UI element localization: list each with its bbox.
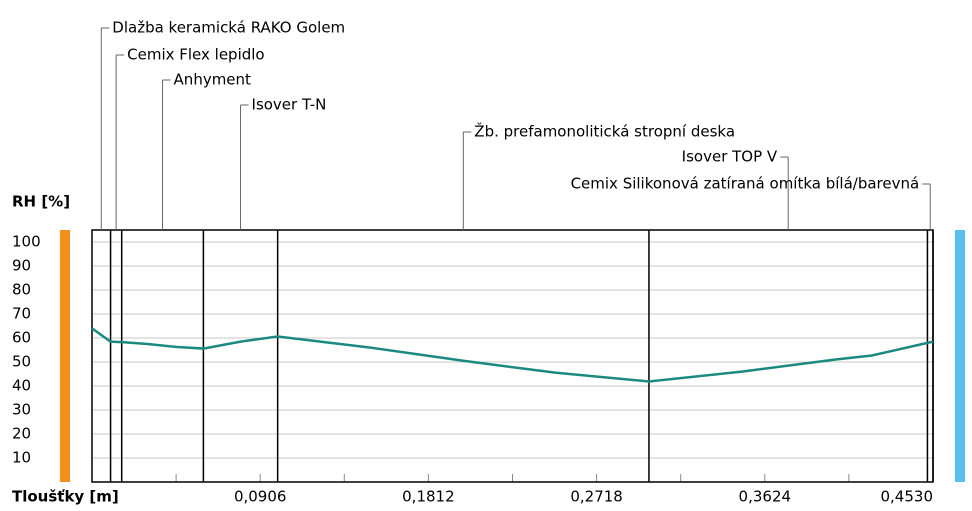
layer-label: Cemix Silikonová zatíraná omítka bílá/ba…	[571, 175, 920, 193]
plot-frame	[91, 229, 934, 483]
y-tick-label: 100	[12, 233, 41, 251]
x-tick-label: 0,3624	[739, 488, 792, 506]
y-tick-label: 20	[12, 425, 31, 443]
x-tick-label: 0,1812	[402, 488, 455, 506]
layer-label: Isover TOP V	[682, 148, 778, 166]
layer-label: Anhyment	[174, 71, 251, 89]
y-tick-label: 90	[12, 257, 31, 275]
exterior-bar	[955, 230, 965, 482]
rh-line	[91, 327, 934, 383]
layer-label: Cemix Flex lepidlo	[127, 46, 264, 64]
x-tick-label: 0,2718	[570, 488, 623, 506]
x-tick-label: 0,4530	[881, 488, 934, 506]
layer-label: Žb. prefamonolitická stropní deska	[474, 122, 735, 141]
y-axis-label: RH [%]	[12, 193, 70, 211]
y-tick-label: 70	[12, 305, 31, 323]
interior-bar	[60, 230, 70, 482]
x-axis-label: Tloušťky [m]	[12, 488, 119, 506]
layer-label: Dlažba keramická RAKO Golem	[112, 19, 345, 37]
y-tick-label: 60	[12, 329, 31, 347]
y-tick-label: 80	[12, 281, 31, 299]
y-tick-label: 40	[12, 377, 31, 395]
y-tick-label: 10	[12, 449, 31, 467]
x-tick-label: 0,0906	[234, 488, 287, 506]
layer-label: Isover T-N	[252, 96, 327, 114]
y-tick-label: 30	[12, 401, 31, 419]
y-tick-label: 50	[12, 353, 31, 371]
